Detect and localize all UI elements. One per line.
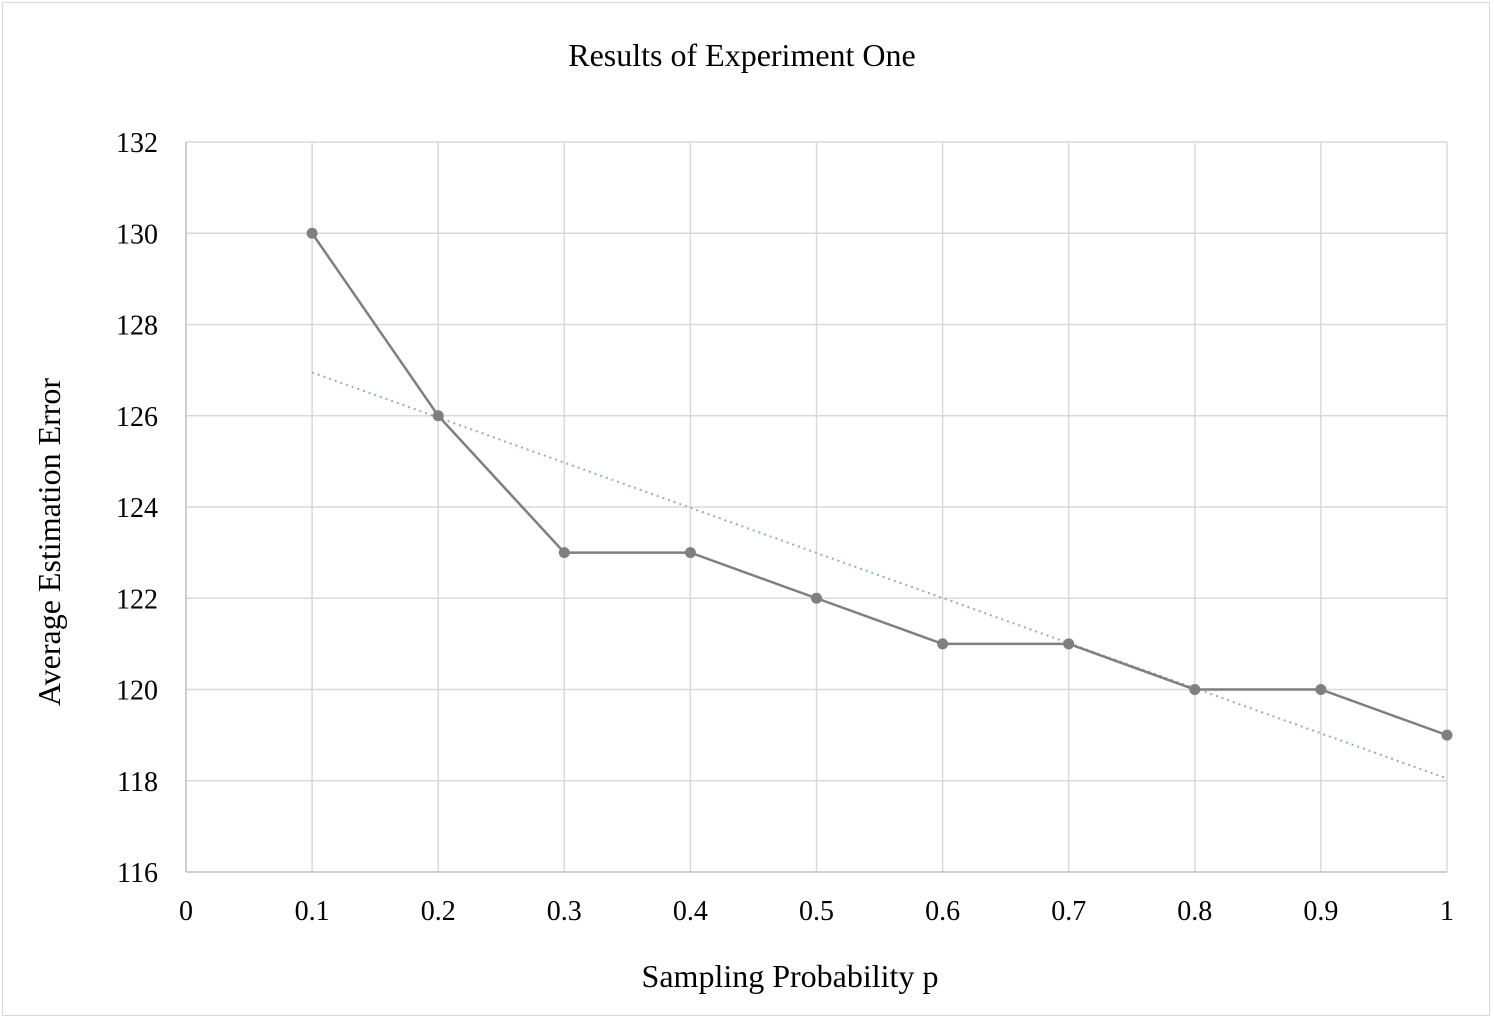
y-tick-label: 128 [116,311,158,342]
x-tick-label: 0.9 [1303,896,1338,927]
y-tick-label: 130 [116,219,158,250]
y-tick-labels: 116 118 120 122 124 126 128 130 132 [116,128,158,889]
data-point [558,547,570,559]
x-tick-label: 0.5 [799,896,834,927]
x-tick-label: 0.3 [547,896,582,927]
x-tick-label: 0.4 [673,896,708,927]
axes [185,142,1447,873]
data-point [1189,684,1201,695]
data-point [432,410,444,422]
y-axis-label: Average Estimation Error [31,378,67,707]
y-tick-label: 116 [117,858,158,889]
y-tick-label: 126 [116,402,158,433]
data-point [1441,729,1453,741]
y-tick-label: 132 [116,128,158,159]
x-tick-label: 0.8 [1177,896,1212,927]
x-tick-label: 0.2 [421,896,456,927]
chart-title: Results of Experiment One [568,37,915,73]
x-tick-label: 0.7 [1051,896,1086,927]
x-tick-labels: 0 0.1 0.2 0.3 0.4 0.5 0.6 0.7 0.8 0.9 1 [179,896,1454,927]
data-point [937,638,949,650]
linear-trendline [311,371,1448,780]
x-tick-label: 0 [179,896,193,927]
data-point [811,592,822,604]
grid-lines [186,141,1448,872]
data-point [306,227,318,239]
data-point [1063,638,1075,650]
y-tick-label: 122 [116,584,158,615]
y-tick-label: 124 [116,493,158,524]
trendline-layer [311,371,1448,780]
y-tick-label: 120 [116,676,158,707]
data-point [1315,684,1327,695]
y-tick-label: 118 [117,767,158,798]
x-tick-label: 0.6 [925,896,960,927]
x-tick-label: 1 [1440,896,1454,927]
series-line [311,232,1448,737]
series-layer [306,227,1453,741]
x-axis-label: Sampling Probability p [642,958,939,994]
x-tick-label: 0.1 [295,896,330,927]
data-point [684,547,696,559]
